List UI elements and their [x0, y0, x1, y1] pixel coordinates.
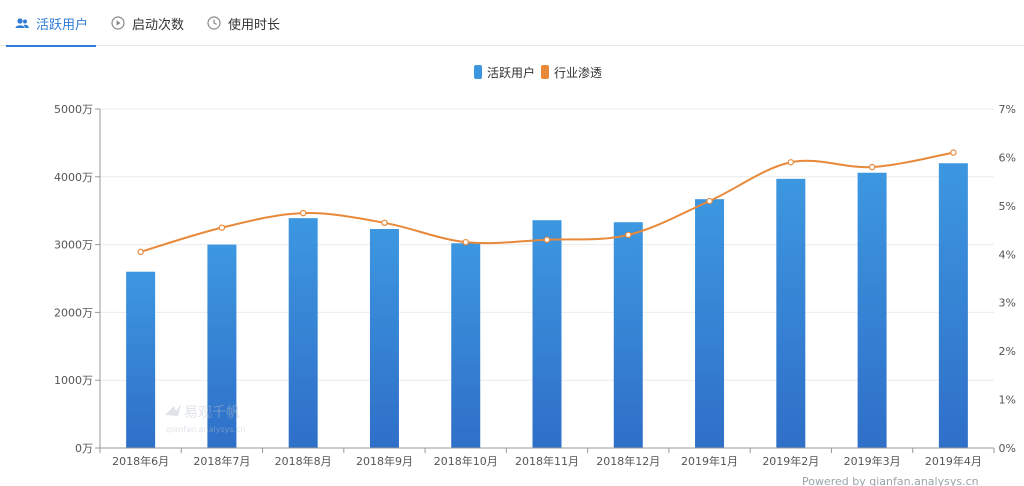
y-right-tick-label: 7%	[999, 103, 1016, 116]
x-tick-label: 2018年6月	[112, 454, 169, 468]
x-axis: 2018年6月 2018年7月 2018年8月 2018年9月 2018年10月 2018…	[99, 447, 995, 468]
x-tick-label: 2018年7月	[193, 454, 250, 468]
gridlines	[100, 108, 994, 381]
bar[interactable]	[938, 163, 968, 449]
y-left-tick-label: 0万	[75, 442, 93, 455]
bar[interactable]	[207, 244, 237, 448]
tab-bar: 活跃用户 启动次数 使用时长	[0, 0, 1024, 47]
line-point[interactable]	[462, 238, 469, 246]
y-axis-left: 0万 1000万 2000万 3000万 4000万 5000万	[54, 103, 101, 455]
bar[interactable]	[126, 271, 156, 448]
y-right-tick-label: 1%	[999, 394, 1016, 407]
line-series	[137, 149, 957, 256]
x-tick-label: 2019年4月	[925, 454, 982, 468]
x-tick-label: 2018年12月	[596, 454, 660, 468]
line-point[interactable]	[218, 224, 226, 231]
bar[interactable]	[369, 229, 399, 448]
legend-swatch-penetration	[541, 65, 549, 79]
line-point[interactable]	[787, 159, 795, 166]
y-left-tick-label: 5000万	[54, 103, 93, 116]
watermark: 易观千帆 qianfan.analysys.cn	[165, 404, 246, 434]
y-left-tick-label: 1000万	[54, 374, 93, 387]
legend-swatch-active-users	[474, 65, 482, 79]
y-right-tick-label: 2%	[999, 345, 1016, 358]
tab-label: 活跃用户	[36, 17, 89, 33]
line-point[interactable]	[381, 219, 388, 227]
legend: 活跃用户 行业渗透	[474, 65, 602, 80]
tab-launch-count[interactable]: 启动次数	[110, 0, 184, 46]
play-circle-icon	[110, 15, 126, 31]
bar-series	[126, 163, 968, 449]
bird-icon	[165, 404, 181, 416]
bar[interactable]	[613, 222, 643, 448]
y-left-tick-label: 3000万	[54, 239, 93, 252]
x-tick-label: 2018年10月	[434, 454, 498, 468]
line-point[interactable]	[868, 163, 876, 171]
legend-label-penetration: 行业渗透	[554, 65, 602, 80]
x-tick-label: 2019年2月	[762, 454, 819, 468]
x-tick-label: 2019年3月	[844, 454, 901, 468]
line-point[interactable]	[299, 209, 307, 217]
x-tick-label: 2018年8月	[275, 454, 332, 468]
clock-icon	[206, 15, 222, 31]
bar[interactable]	[532, 220, 562, 448]
tab-active-users[interactable]: 活跃用户	[5, 0, 97, 47]
x-tick-label: 2018年11月	[515, 454, 579, 468]
y-right-tick-label: 4%	[999, 248, 1016, 261]
bar[interactable]	[776, 178, 806, 449]
watermark-url: qianfan.analysys.cn	[166, 425, 246, 434]
line-point[interactable]	[625, 231, 632, 239]
tab-label: 使用时长	[228, 17, 281, 33]
y-right-tick-label: 6%	[999, 151, 1016, 164]
y-right-tick-label: 0%	[999, 442, 1016, 455]
penetration-line	[140, 151, 954, 253]
line-point[interactable]	[706, 197, 713, 205]
line-point[interactable]	[137, 248, 144, 256]
tab-label: 启动次数	[132, 17, 185, 33]
x-tick-label: 2018年9月	[356, 454, 413, 468]
line-point[interactable]	[950, 149, 957, 156]
line-point[interactable]	[543, 236, 551, 243]
watermark-brand: 易观千帆	[184, 405, 240, 421]
y-right-tick-label: 3%	[999, 297, 1016, 310]
bar[interactable]	[451, 243, 481, 448]
users-icon	[14, 15, 30, 31]
y-left-tick-label: 4000万	[54, 171, 93, 184]
y-right-tick-label: 5%	[999, 200, 1016, 213]
powered-by-text: Powered by qianfan.analysys.cn	[802, 475, 979, 486]
legend-label-active-users: 活跃用户	[487, 65, 535, 80]
y-left-tick-label: 2000万	[54, 306, 93, 319]
x-tick-label: 2019年1月	[681, 454, 738, 468]
bar[interactable]	[695, 199, 725, 448]
y-axis-right: 0% 1% 2% 3% 4% 5% 6% 7%	[999, 103, 1016, 455]
bar[interactable]	[288, 218, 318, 448]
bar[interactable]	[857, 172, 887, 448]
tab-usage-duration[interactable]: 使用时长	[206, 0, 280, 46]
